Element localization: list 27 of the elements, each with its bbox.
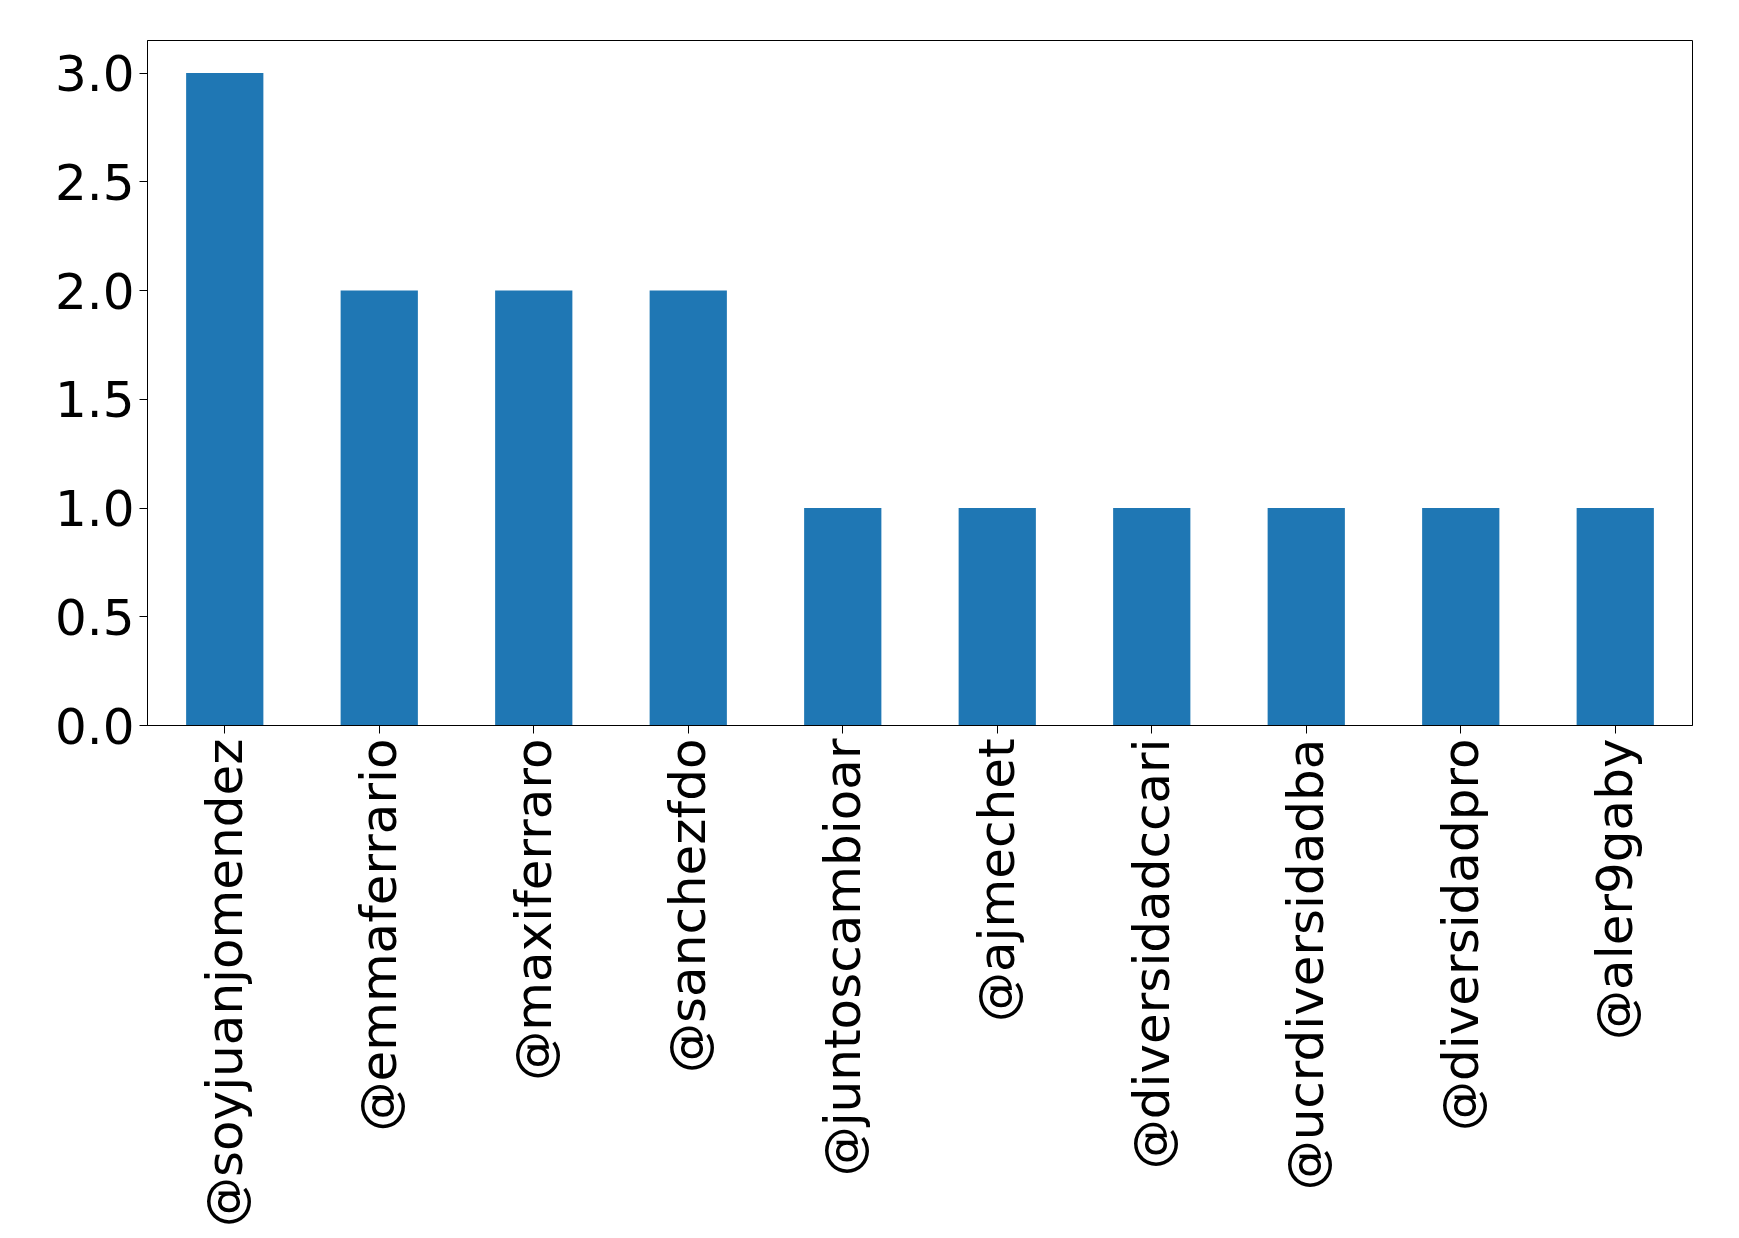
bar <box>649 290 727 726</box>
x-tick-label: @aler9gaby <box>1586 738 1645 1040</box>
bar <box>1422 508 1500 726</box>
x-tick-label: @diversidadccari <box>1122 738 1181 1170</box>
y-tick-label: 0.0 <box>54 697 135 756</box>
bar <box>1576 508 1654 726</box>
x-tick-label: @diversidadpro <box>1431 738 1490 1131</box>
bar <box>804 508 882 726</box>
x-tick-label: @juntoscambioar <box>813 738 872 1177</box>
y-tick-label: 2.0 <box>54 262 135 321</box>
x-tick-label: @soyjuanjomendez <box>195 738 254 1228</box>
y-tick-label: 1.0 <box>54 480 135 539</box>
y-tick-label: 3.0 <box>54 45 135 104</box>
bar <box>340 290 418 726</box>
x-tick-label: @maxiferraro <box>504 738 563 1081</box>
x-tick-label: @emmaferrario <box>350 738 409 1132</box>
bar <box>1267 508 1345 726</box>
bar <box>958 508 1036 726</box>
x-tick-label: @ucrdiversidadba <box>1277 738 1336 1191</box>
x-tick-label: @sanchezfdo <box>659 738 718 1073</box>
y-tick-label: 1.5 <box>54 371 135 430</box>
y-tick-label: 0.5 <box>54 588 135 647</box>
y-tick-label: 2.5 <box>54 153 135 212</box>
x-tick-label: @ajmechet <box>968 738 1027 1023</box>
bar <box>495 290 573 726</box>
bar <box>186 73 264 726</box>
bar <box>1113 508 1191 726</box>
